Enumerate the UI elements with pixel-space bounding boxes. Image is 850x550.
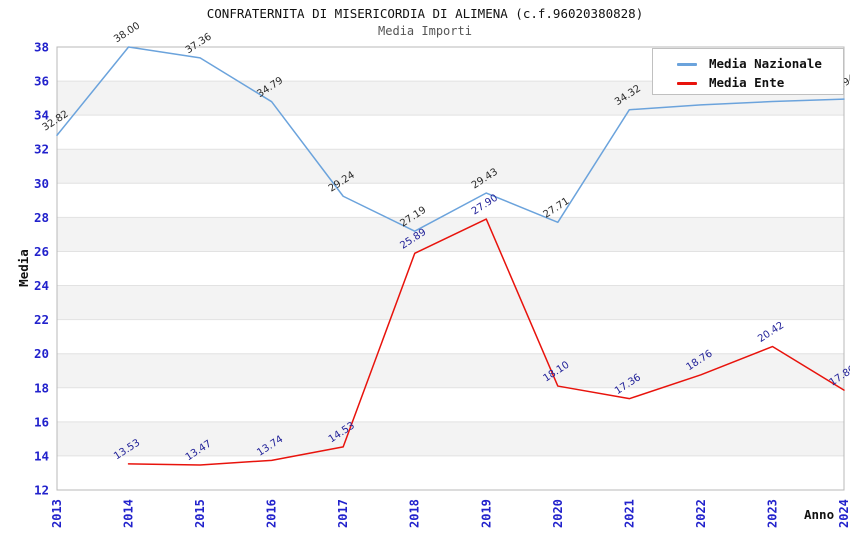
- x-tick-label: 2017: [336, 499, 350, 528]
- x-tick-label: 2020: [551, 499, 565, 528]
- x-tick-label: 2016: [265, 499, 279, 528]
- point-annotation: 38.00: [112, 20, 142, 45]
- plot-border: [56, 46, 845, 491]
- legend: Media Nazionale Media Ente: [652, 48, 844, 95]
- y-tick-label: 12: [34, 483, 49, 498]
- y-tick-label: 30: [34, 176, 49, 191]
- grid-band: [57, 149, 844, 184]
- line-swatch-icon: [677, 63, 697, 66]
- grid-band: [57, 217, 844, 252]
- grid-band: [57, 387, 844, 422]
- legend-label: Media Nazionale: [709, 56, 822, 72]
- grid-band: [57, 421, 844, 456]
- y-tick-label: 36: [34, 74, 49, 89]
- y-tick-label: 26: [34, 244, 49, 259]
- x-tick-label: 2018: [408, 499, 422, 528]
- series-line-media-ente: [127, 218, 845, 466]
- y-axis-title: Media: [16, 249, 31, 287]
- x-tick-label: 2019: [479, 499, 493, 528]
- y-tick-label: 32: [34, 142, 49, 157]
- x-tick-label: 2014: [122, 499, 136, 528]
- grid-band: [57, 455, 844, 490]
- series-line-media-nazionale: [56, 46, 845, 232]
- y-tick-label: 18: [34, 380, 49, 395]
- y-tick-label: 34: [34, 108, 49, 123]
- grid-band: [57, 251, 844, 286]
- x-tick-label: 2013: [50, 499, 64, 528]
- legend-item-media-ente: Media Ente: [677, 74, 843, 93]
- y-tick-label: 38: [34, 40, 49, 55]
- x-tick-label: 2024: [837, 499, 850, 528]
- grid-band: [57, 353, 844, 388]
- chart-subtitle: Media Importi: [378, 24, 472, 38]
- x-tick-label: 2021: [622, 499, 636, 528]
- line-swatch-icon: [677, 82, 697, 85]
- grid-band: [57, 115, 844, 150]
- x-tick-label: 2022: [694, 499, 708, 528]
- y-tick-label: 28: [34, 210, 49, 225]
- y-tick-label: 22: [34, 312, 49, 327]
- chart-title: CONFRATERNITA DI MISERICORDIA DI ALIMENA…: [206, 6, 644, 21]
- legend-label: Media Ente: [709, 75, 785, 91]
- x-tick-label: 2023: [765, 499, 779, 528]
- y-tick-label: 16: [34, 414, 49, 429]
- y-tick-label: 20: [34, 346, 49, 361]
- legend-item-media-nazionale: Media Nazionale: [677, 55, 843, 74]
- x-tick-label: 2015: [193, 499, 207, 528]
- x-axis-title: Anno: [804, 507, 834, 522]
- grid-band: [57, 285, 844, 320]
- y-tick-label: 14: [34, 448, 49, 463]
- y-tick-label: 24: [34, 278, 49, 293]
- grid-band: [57, 319, 844, 354]
